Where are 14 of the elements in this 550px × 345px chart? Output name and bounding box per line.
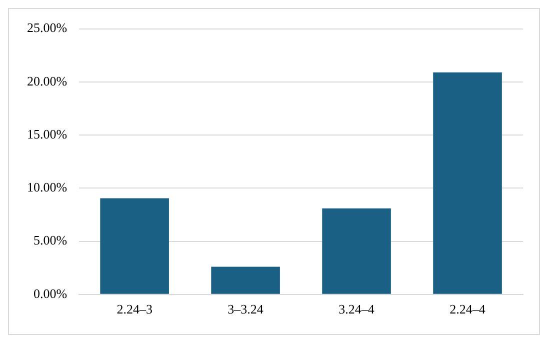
bar xyxy=(100,198,169,294)
bar xyxy=(211,266,280,294)
y-tick-label: 20.00% xyxy=(26,73,68,88)
y-tick-label: 25.00% xyxy=(26,20,68,36)
x-tick-label: 2.24–4 xyxy=(450,302,486,317)
x-tick-label: 3.24–4 xyxy=(338,302,375,317)
y-tick-label: 0.00% xyxy=(33,286,68,301)
y-tick-label: 5.00% xyxy=(33,232,68,248)
y-tick-label: 15.00% xyxy=(26,126,68,142)
y-tick-label: 10.00% xyxy=(26,180,68,195)
bar xyxy=(433,72,502,294)
bar xyxy=(322,208,391,294)
x-tick-label: 3–3.24 xyxy=(228,302,264,317)
x-tick-label: 2.24–3 xyxy=(116,302,152,317)
